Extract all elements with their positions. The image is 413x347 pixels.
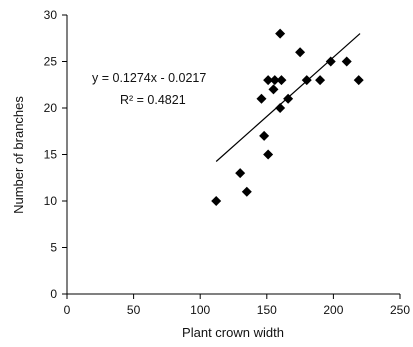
y-tick-label: 5 [50,241,57,255]
x-tick-label: 200 [323,303,343,317]
data-point [341,56,352,67]
data-point [295,47,306,58]
x-tick-label: 0 [64,303,71,317]
data-point [275,103,286,113]
data-point [211,196,222,206]
x-tick-label: 100 [190,303,210,317]
data-point [353,75,364,86]
x-tick-label: 150 [257,303,277,317]
data-point [235,168,246,179]
data-point [263,149,274,160]
x-axis-title: Plant crown width [182,325,284,340]
data-point [268,84,279,95]
data-points [211,28,364,206]
data-point [301,75,312,86]
y-axis-title: Number of branches [11,96,26,214]
y-axis-ticks: 0 5 10 15 20 25 30 [44,8,67,301]
x-tick-label: 250 [390,303,410,317]
r-squared-label: R² = 0.4821 [120,93,186,107]
y-tick-label: 10 [44,194,58,208]
y-tick-label: 0 [50,287,57,301]
x-tick-label: 50 [127,303,141,317]
y-tick-label: 20 [44,101,58,115]
data-point [263,75,274,86]
data-point [275,28,286,39]
y-tick-label: 25 [44,55,58,69]
y-tick-label: 30 [44,8,58,22]
data-point [256,93,267,104]
y-tick-label: 15 [44,148,58,162]
data-point [276,75,287,86]
data-point [269,75,280,86]
plot-area: 0 50 100 150 200 250 0 5 10 15 20 25 30 [44,8,411,317]
data-point [259,130,270,141]
data-point [241,186,252,197]
data-point [325,56,336,67]
x-axis-ticks: 0 50 100 150 200 250 [64,294,410,317]
data-point [315,75,326,86]
trendline-equation: y = 0.1274x - 0.0217 [92,71,206,85]
data-point [283,93,294,104]
